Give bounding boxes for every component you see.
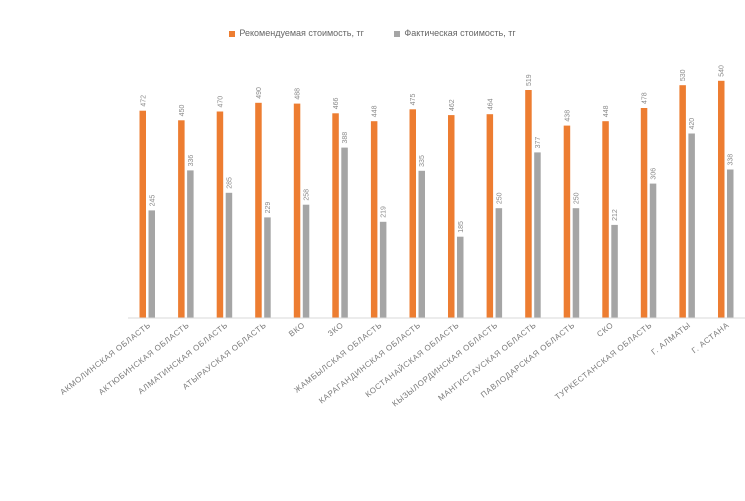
- category-label-14: Г. АЛМАТЫ: [650, 320, 693, 356]
- bar-actual-13: [649, 183, 657, 318]
- value-label-actual-5: 388: [342, 132, 349, 144]
- value-label-recommended-11: 438: [564, 110, 571, 122]
- bar-actual-0: [148, 210, 155, 318]
- value-label-actual-9: 250: [496, 192, 503, 204]
- value-label-actual-10: 377: [535, 137, 542, 149]
- bar-recommended-12: [602, 121, 609, 318]
- bar-actual-8: [457, 236, 464, 318]
- bar-actual-6: [379, 221, 387, 318]
- value-label-recommended-4: 488: [295, 88, 302, 100]
- bar-recommended-8: [448, 115, 455, 318]
- value-label-recommended-10: 519: [526, 74, 533, 86]
- bar-actual-4: [302, 204, 310, 318]
- bar-recommended-11: [563, 125, 571, 318]
- category-label-12: СКО: [595, 320, 615, 338]
- value-label-actual-4: 258: [304, 189, 311, 201]
- bar-recommended-2: [216, 111, 224, 318]
- value-label-recommended-5: 466: [333, 98, 340, 110]
- value-label-recommended-7: 475: [410, 94, 417, 106]
- bar-recommended-7: [409, 109, 416, 318]
- bar-recommended-10: [525, 90, 532, 318]
- value-label-recommended-2: 470: [217, 96, 224, 108]
- bar-recommended-4: [293, 103, 301, 318]
- value-label-recommended-0: 472: [140, 95, 147, 107]
- bar-actual-3: [264, 217, 271, 318]
- category-label-4: ВКО: [287, 320, 307, 338]
- value-label-recommended-1: 450: [179, 105, 186, 117]
- value-label-actual-3: 229: [265, 202, 272, 214]
- value-label-actual-15: 338: [728, 154, 735, 166]
- legend-item-recommended: Рекомендуемая стоимость, тг: [229, 28, 364, 38]
- value-label-recommended-12: 448: [603, 105, 610, 117]
- value-label-actual-12: 212: [612, 209, 619, 221]
- value-label-recommended-3: 490: [256, 87, 263, 99]
- bar-actual-9: [495, 208, 503, 318]
- legend-label-actual: Фактическая стоимость, тг: [404, 28, 516, 38]
- bar-recommended-15: [718, 80, 725, 318]
- bar-actual-1: [187, 170, 194, 318]
- bar-actual-7: [418, 170, 425, 318]
- category-label-5: ЗКО: [326, 320, 345, 338]
- category-label-15: Г. АСТАНА: [690, 320, 731, 355]
- bar-recommended-0: [139, 110, 146, 318]
- bar-actual-15: [727, 169, 734, 318]
- value-labels-layer: 472 245 450 336 470 285 490 229 488 258 466 388 448 2…: [140, 65, 734, 233]
- bar-actual-2: [225, 192, 233, 318]
- value-label-recommended-8: 462: [449, 99, 456, 111]
- value-label-recommended-9: 464: [487, 98, 494, 110]
- bars-layer: [139, 80, 734, 319]
- bar-actual-5: [341, 147, 348, 318]
- value-label-actual-14: 420: [689, 118, 696, 130]
- bar-actual-11: [572, 208, 580, 318]
- value-label-recommended-6: 448: [372, 105, 379, 117]
- value-label-actual-7: 335: [419, 155, 426, 167]
- bar-recommended-9: [486, 114, 494, 318]
- bar-recommended-5: [332, 113, 339, 318]
- legend-item-actual: Фактическая стоимость, тг: [394, 28, 516, 38]
- bar-actual-12: [611, 224, 618, 318]
- bar-actual-10: [534, 152, 541, 318]
- bar-recommended-6: [370, 121, 378, 318]
- bar-recommended-1: [178, 120, 185, 318]
- value-label-actual-2: 285: [226, 177, 233, 189]
- value-label-actual-13: 306: [651, 168, 658, 180]
- bar-recommended-3: [255, 102, 262, 319]
- value-label-recommended-14: 530: [680, 69, 687, 81]
- legend-swatch-actual: [394, 30, 401, 37]
- bar-recommended-14: [679, 85, 686, 318]
- legend-swatch-recommended: [229, 30, 236, 37]
- bar-actual-14: [688, 133, 695, 318]
- value-label-actual-0: 245: [149, 195, 156, 207]
- value-label-actual-1: 336: [188, 155, 195, 167]
- value-label-actual-11: 250: [573, 192, 580, 204]
- value-label-recommended-13: 478: [642, 92, 649, 104]
- bar-recommended-13: [640, 108, 648, 318]
- value-label-actual-6: 219: [381, 206, 388, 218]
- legend: Рекомендуемая стоимость, тг Фактическая …: [0, 28, 745, 38]
- value-label-actual-8: 185: [458, 221, 465, 233]
- value-label-recommended-15: 540: [719, 65, 726, 77]
- legend-label-recommended: Рекомендуемая стоимость, тг: [239, 28, 364, 38]
